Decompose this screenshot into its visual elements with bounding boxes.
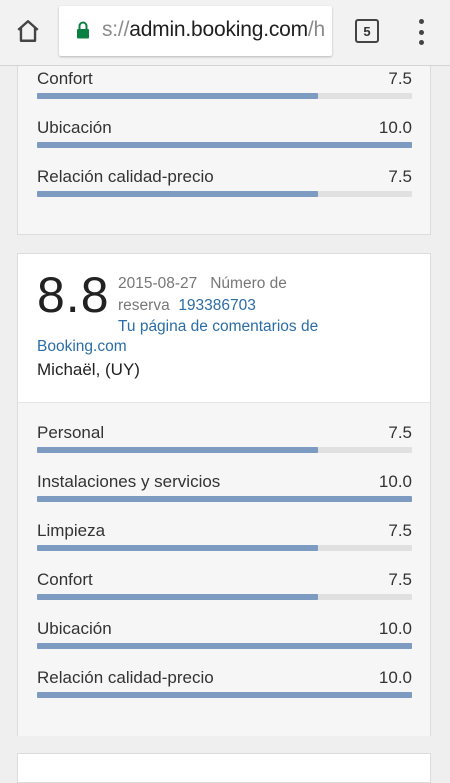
tab-switcher-button[interactable]: 5 [355, 19, 379, 43]
rating-row: Personal 7.5 [37, 423, 412, 453]
rating-label: Ubicación [37, 619, 112, 638]
comments-page-link[interactable]: Tu página de comentarios de [118, 318, 319, 335]
review-header: 8.8 2015-08-27 Número de reserva 1933867… [18, 254, 430, 403]
rating-value: 7.5 [388, 423, 412, 442]
review-card: 8.8 2015-08-27 Número de reserva 1933867… [17, 253, 431, 736]
tab-count: 5 [363, 23, 371, 39]
rating-row: Relación calidad-precio 10.0 [37, 668, 412, 698]
rating-bar [37, 142, 412, 148]
rating-bar-fill [37, 692, 412, 698]
rating-value: 7.5 [388, 167, 412, 186]
rating-row: Limpieza 7.5 [37, 521, 412, 551]
rating-bar-fill [37, 545, 319, 551]
rating-value: 10.0 [378, 619, 412, 638]
rating-value: 10.0 [378, 118, 412, 137]
rating-row: Instalaciones y servicios 10.0 [37, 472, 412, 502]
url-scheme: s:// [102, 18, 130, 41]
rating-bar-fill [37, 447, 319, 453]
rating-bar [37, 191, 412, 197]
rating-label: Confort [37, 570, 93, 589]
rating-value: 7.5 [388, 69, 412, 88]
rating-label: Confort [37, 69, 93, 88]
rating-label: Ubicación [37, 118, 112, 137]
rating-row: Relación calidad-precio 7.5 [37, 167, 412, 197]
url-path: /h [307, 18, 326, 41]
rating-row: Ubicación 10.0 [37, 619, 412, 649]
rating-bar-fill [37, 142, 412, 148]
url-bar[interactable]: s://admin.booking.com/h [59, 6, 332, 56]
more-vert-icon[interactable] [410, 17, 432, 47]
url-text: s://admin.booking.com/h [102, 18, 325, 42]
review-meta: 2015-08-27 Número de reserva 193386703 T… [118, 273, 338, 338]
rating-row: Confort 7.5 [37, 69, 412, 99]
rating-value: 10.0 [378, 668, 412, 687]
rating-bar-fill [37, 93, 319, 99]
rating-bar [37, 93, 412, 99]
rating-list: Personal 7.5 Instalaciones y servicios 1… [18, 403, 430, 736]
rating-row: Confort 7.5 [37, 570, 412, 600]
rating-value: 10.0 [378, 472, 412, 491]
rating-value: 7.5 [388, 570, 412, 589]
rating-bar [37, 643, 412, 649]
rating-label: Limpieza [37, 521, 106, 540]
review-card-next [17, 753, 431, 783]
home-icon[interactable] [12, 15, 44, 47]
rating-bar [37, 545, 412, 551]
rating-row: Ubicación 10.0 [37, 118, 412, 148]
rating-bar [37, 496, 412, 502]
review-date: 2015-08-27 [118, 275, 198, 292]
reservation-label: Número de reserva [118, 275, 287, 314]
rating-label: Instalaciones y servicios [37, 472, 221, 491]
rating-bar-fill [37, 594, 319, 600]
rating-label: Personal [37, 423, 105, 442]
rating-bar [37, 447, 412, 453]
reservation-number-link[interactable]: 193386703 [178, 296, 256, 314]
rating-label: Relación calidad-precio [37, 668, 214, 687]
rating-bar-fill [37, 496, 412, 502]
rating-bar [37, 692, 412, 698]
review-card-previous: Confort 7.5 Ubicación 10.0 Relación cali… [17, 60, 431, 235]
rating-bar-fill [37, 191, 319, 197]
comments-page-link-continued[interactable]: Booking.com [37, 338, 127, 355]
rating-bar-fill [37, 643, 412, 649]
guest-name: Michaël, (UY) [37, 360, 140, 379]
lock-icon [76, 21, 90, 44]
rating-bar [37, 594, 412, 600]
browser-toolbar: s://admin.booking.com/h 5 [0, 0, 450, 66]
review-score: 8.8 [37, 267, 110, 323]
url-host: admin.booking.com [129, 18, 308, 41]
rating-value: 7.5 [388, 521, 412, 540]
rating-label: Relación calidad-precio [37, 167, 214, 186]
